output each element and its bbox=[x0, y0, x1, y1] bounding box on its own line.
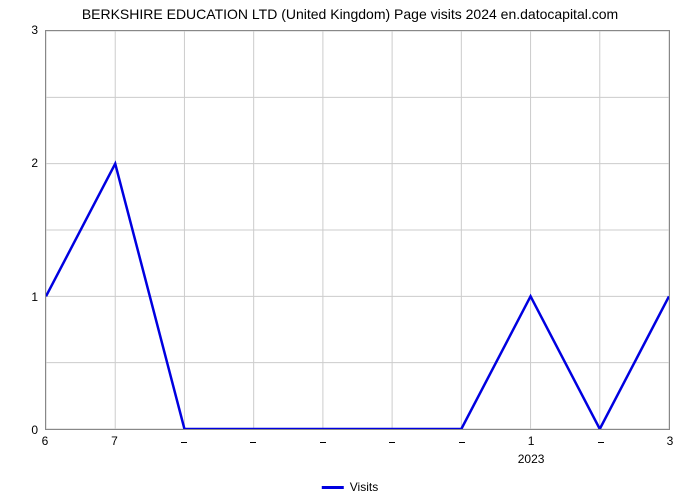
legend: Visits bbox=[322, 480, 378, 494]
ytick-label: 0 bbox=[8, 423, 38, 437]
ytick-label: 1 bbox=[8, 290, 38, 304]
xtick-label: 7 bbox=[111, 434, 118, 448]
chart-container: BERKSHIRE EDUCATION LTD (United Kingdom)… bbox=[0, 0, 700, 500]
xtick-minor bbox=[389, 442, 395, 443]
xtick-minor bbox=[320, 442, 326, 443]
legend-swatch bbox=[322, 486, 344, 489]
xtick-minor bbox=[459, 442, 465, 443]
plot-area bbox=[45, 30, 670, 430]
xtick-minor bbox=[181, 442, 187, 443]
legend-label: Visits bbox=[350, 480, 378, 494]
xtick-label: 3 bbox=[667, 434, 674, 448]
xtick-label: 6 bbox=[42, 434, 49, 448]
ytick-label: 3 bbox=[8, 23, 38, 37]
xaxis-title: 2023 bbox=[518, 452, 545, 465]
chart-title: BERKSHIRE EDUCATION LTD (United Kingdom)… bbox=[82, 6, 618, 22]
xtick-label: 1 bbox=[528, 434, 535, 448]
xtick-minor bbox=[598, 442, 604, 443]
xtick-minor bbox=[250, 442, 256, 443]
ytick-label: 2 bbox=[8, 156, 38, 170]
